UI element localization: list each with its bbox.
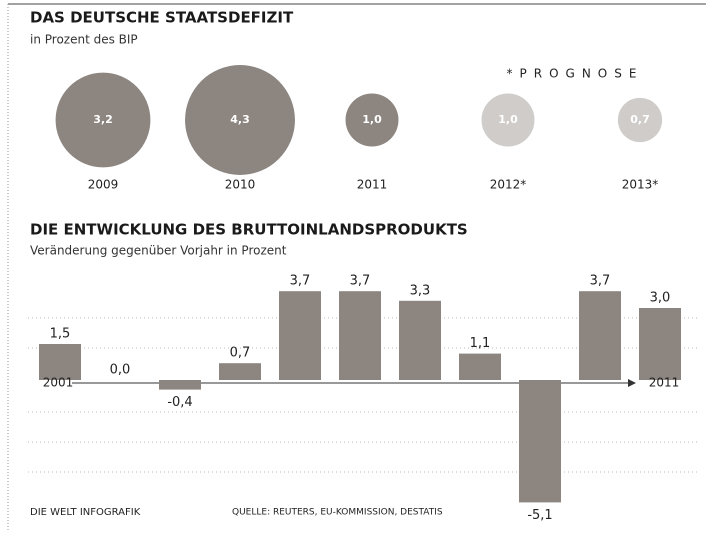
value-label: 3,7 bbox=[290, 274, 311, 289]
bubble bbox=[55, 72, 151, 168]
category-label: 2009 bbox=[88, 178, 119, 192]
value-label: 3,3 bbox=[410, 283, 431, 298]
bar bbox=[219, 363, 261, 380]
value-label: 1,0 bbox=[498, 113, 518, 126]
chart-title: DIE ENTWICKLUNG DES BRUTTOINLANDSPRODUKT… bbox=[30, 221, 468, 239]
value-label: 3,2 bbox=[93, 113, 113, 126]
value-label: 0,0 bbox=[110, 363, 131, 378]
brand: DIE WELT INFOGRAFIK bbox=[30, 507, 141, 518]
category-label: 2011 bbox=[357, 178, 388, 192]
annotation: *PROGNOSE bbox=[507, 67, 644, 81]
value-label: 1,0 bbox=[362, 113, 382, 126]
value-label: 3,7 bbox=[350, 274, 371, 289]
bar bbox=[639, 308, 681, 380]
bubble bbox=[617, 97, 663, 143]
bar bbox=[399, 300, 441, 380]
x-tick-label: 2011 bbox=[649, 376, 680, 390]
value-label: 3,0 bbox=[650, 291, 671, 306]
value-label: 0,7 bbox=[630, 113, 650, 126]
value-label: 1,1 bbox=[470, 336, 491, 351]
category-label: 2012* bbox=[490, 178, 527, 192]
value-label: -5,1 bbox=[527, 508, 552, 523]
bar bbox=[339, 291, 381, 380]
chart-subtitle: Veränderung gegenüber Vorjahr in Prozent bbox=[30, 244, 287, 258]
bubble bbox=[481, 93, 535, 147]
value-label: 4,3 bbox=[230, 113, 250, 126]
x-tick-label: 2001 bbox=[43, 376, 74, 390]
bar bbox=[279, 291, 321, 380]
value-label: 1,5 bbox=[50, 327, 71, 342]
bar bbox=[519, 380, 561, 503]
bar bbox=[579, 291, 621, 380]
chart-subtitle: in Prozent des BIP bbox=[30, 33, 138, 47]
chart-title: DAS DEUTSCHE STAATSDEFIZIT bbox=[30, 9, 294, 27]
category-label: 2010 bbox=[225, 178, 256, 192]
bubble bbox=[185, 65, 295, 175]
source: QUELLE: REUTERS, EU-KOMMISSION, DESTATIS bbox=[232, 508, 443, 518]
bar bbox=[459, 353, 501, 380]
bar bbox=[159, 380, 201, 390]
bubble bbox=[345, 93, 399, 147]
axis-arrow bbox=[628, 379, 636, 387]
value-label: -0,4 bbox=[167, 395, 192, 410]
value-label: 3,7 bbox=[590, 274, 611, 289]
category-label: 2013* bbox=[622, 178, 659, 192]
value-label: 0,7 bbox=[230, 346, 251, 361]
bar bbox=[39, 344, 81, 380]
